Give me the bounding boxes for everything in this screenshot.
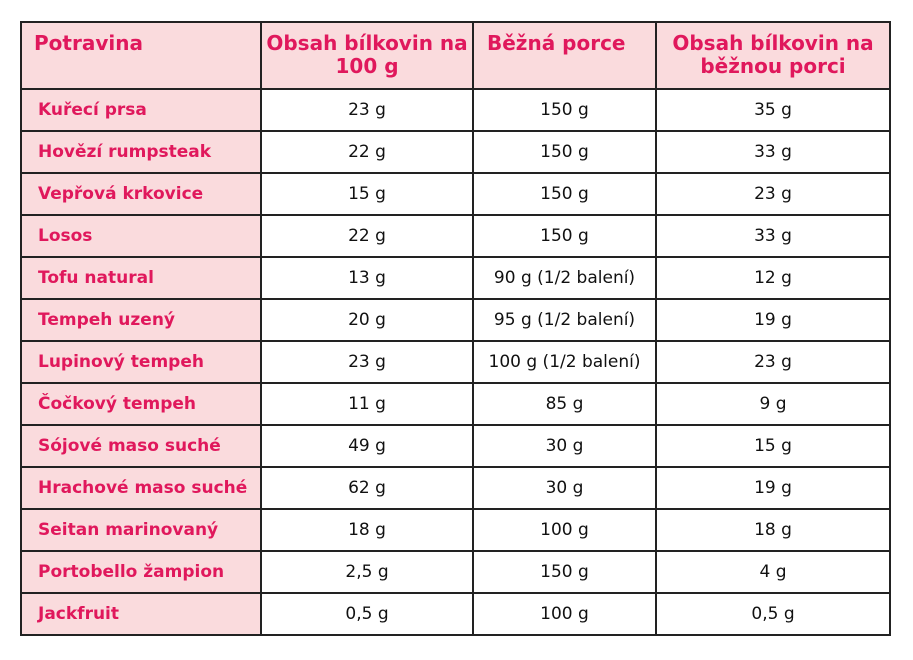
table-row: Tempeh uzený 20 g 95 g (1/2 balení) 19 g (20, 298, 891, 342)
food-name-cell: Lupinový tempeh (20, 340, 262, 384)
table-row: Lupinový tempeh 23 g 100 g (1/2 balení) 23 … (20, 340, 891, 384)
protein-per-100g-cell: 49 g (260, 424, 474, 468)
food-name-cell: Čočkový tempeh (20, 382, 262, 426)
protein-per-portion-cell: 33 g (655, 214, 891, 258)
protein-per-portion-cell: 4 g (655, 550, 891, 594)
protein-per-100g-cell: 13 g (260, 256, 474, 300)
protein-table-container: Potravina Obsah bílkovin na 100 g Běžná … (20, 21, 891, 636)
usual-portion-cell: 150 g (472, 130, 657, 174)
food-name-cell: Tofu natural (20, 256, 262, 300)
protein-per-100g-cell: 18 g (260, 508, 474, 552)
protein-per-portion-cell: 18 g (655, 508, 891, 552)
protein-per-portion-cell: 12 g (655, 256, 891, 300)
protein-per-100g-cell: 23 g (260, 340, 474, 384)
food-name-cell: Kuřecí prsa (20, 88, 262, 132)
usual-portion-cell: 150 g (472, 172, 657, 216)
food-name-cell: Seitan marinovaný (20, 508, 262, 552)
protein-per-portion-cell: 33 g (655, 130, 891, 174)
food-name-cell: Vepřová krkovice (20, 172, 262, 216)
protein-per-portion-cell: 19 g (655, 466, 891, 510)
protein-per-100g-cell: 0,5 g (260, 592, 474, 636)
usual-portion-cell: 100 g (472, 592, 657, 636)
table-body: Kuřecí prsa 23 g 150 g 35 g Hovězí rumpsteak… (20, 88, 891, 636)
column-header-usual-portion: Běžná porce (472, 21, 657, 90)
protein-per-100g-cell: 22 g (260, 214, 474, 258)
protein-per-100g-cell: 20 g (260, 298, 474, 342)
table-row: Kuřecí prsa 23 g 150 g 35 g (20, 88, 891, 132)
table-row: Vepřová krkovice 15 g 150 g 23 g (20, 172, 891, 216)
usual-portion-cell: 90 g (1/2 balení) (472, 256, 657, 300)
usual-portion-cell: 100 g (472, 508, 657, 552)
table-row: Sójové maso suché 49 g 30 g 15 g (20, 424, 891, 468)
usual-portion-cell: 30 g (472, 466, 657, 510)
usual-portion-cell: 95 g (1/2 balení) (472, 298, 657, 342)
protein-per-portion-cell: 35 g (655, 88, 891, 132)
food-name-cell: Jackfruit (20, 592, 262, 636)
protein-per-portion-cell: 9 g (655, 382, 891, 426)
protein-per-100g-cell: 62 g (260, 466, 474, 510)
protein-per-100g-cell: 15 g (260, 172, 474, 216)
usual-portion-cell: 150 g (472, 214, 657, 258)
protein-per-100g-cell: 23 g (260, 88, 474, 132)
protein-per-portion-cell: 0,5 g (655, 592, 891, 636)
table-row: Tofu natural 13 g 90 g (1/2 balení) 12 g (20, 256, 891, 300)
usual-portion-cell: 150 g (472, 88, 657, 132)
table-row: Jackfruit 0,5 g 100 g 0,5 g (20, 592, 891, 636)
protein-per-portion-cell: 23 g (655, 172, 891, 216)
food-name-cell: Losos (20, 214, 262, 258)
table-row: Losos 22 g 150 g 33 g (20, 214, 891, 258)
protein-per-100g-cell: 22 g (260, 130, 474, 174)
usual-portion-cell: 30 g (472, 424, 657, 468)
protein-per-portion-cell: 15 g (655, 424, 891, 468)
food-name-cell: Hovězí rumpsteak (20, 130, 262, 174)
usual-portion-cell: 150 g (472, 550, 657, 594)
protein-per-portion-cell: 19 g (655, 298, 891, 342)
usual-portion-cell: 85 g (472, 382, 657, 426)
food-name-cell: Sójové maso suché (20, 424, 262, 468)
column-header-food: Potravina (20, 21, 262, 90)
food-name-cell: Portobello žampion (20, 550, 262, 594)
protein-table: Potravina Obsah bílkovin na 100 g Běžná … (20, 21, 891, 636)
food-name-cell: Tempeh uzený (20, 298, 262, 342)
table-row: Hovězí rumpsteak 22 g 150 g 33 g (20, 130, 891, 174)
table-row: Seitan marinovaný 18 g 100 g 18 g (20, 508, 891, 552)
food-name-cell: Hrachové maso suché (20, 466, 262, 510)
protein-per-portion-cell: 23 g (655, 340, 891, 384)
table-header-row: Potravina Obsah bílkovin na 100 g Běžná … (20, 21, 891, 90)
usual-portion-cell: 100 g (1/2 balení) (472, 340, 657, 384)
protein-per-100g-cell: 11 g (260, 382, 474, 426)
column-header-protein-per-portion: Obsah bílkovin na běžnou porci (655, 21, 891, 90)
table-row: Hrachové maso suché 62 g 30 g 19 g (20, 466, 891, 510)
protein-per-100g-cell: 2,5 g (260, 550, 474, 594)
column-header-protein-per-100g: Obsah bílkovin na 100 g (260, 21, 474, 90)
